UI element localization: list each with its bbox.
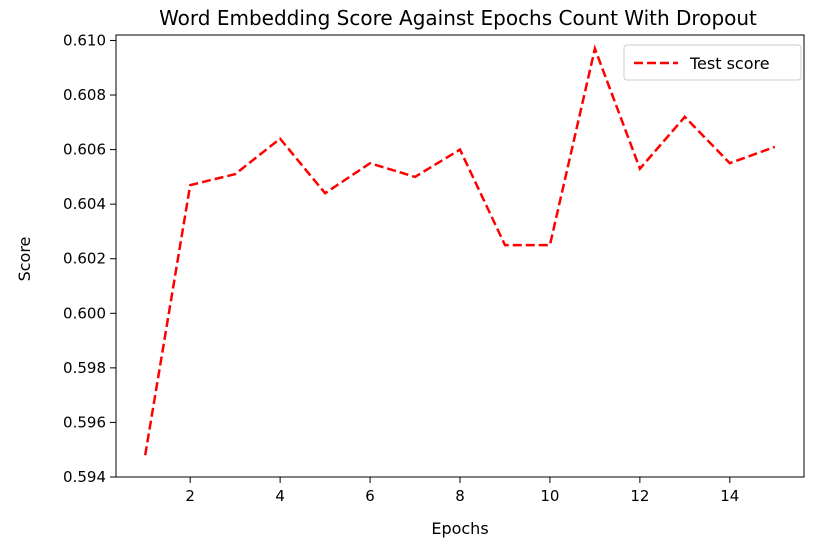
y-tick-label: 0.606 [63, 141, 106, 159]
chart-title: Word Embedding Score Against Epochs Coun… [159, 6, 757, 30]
legend-box [623, 44, 802, 81]
plot-frame [115, 34, 805, 478]
plot-area: 2 4 6 8 10 12 14 0.594 0.596 0.598 0.600 0.602 0.60… [63, 31, 805, 505]
y-tick-label: 0.608 [63, 86, 106, 104]
y-tick-label: 0.598 [63, 359, 106, 377]
y-tick-label: 0.600 [63, 304, 106, 322]
y-axis-ticks: 0.594 0.596 0.598 0.600 0.602 0.604 0.606 0.608… [63, 31, 116, 486]
x-tick-label: 6 [365, 487, 375, 505]
x-axis-ticks: 2 4 6 8 10 12 14 [185, 477, 739, 505]
series-line-test-score [143, 44, 776, 456]
x-tick-label: 2 [185, 487, 195, 505]
y-tick-label: 0.594 [63, 468, 106, 486]
series-group [143, 44, 776, 456]
x-axis-label: Epochs [431, 519, 488, 538]
x-tick-label: 10 [540, 487, 559, 505]
x-tick-label: 8 [455, 487, 465, 505]
y-tick-label: 0.604 [63, 195, 106, 213]
y-tick-label: 0.610 [63, 31, 106, 49]
x-tick-label: 14 [720, 487, 739, 505]
legend-entry-test-score: Test score [689, 54, 770, 73]
y-tick-label: 0.596 [63, 413, 106, 431]
y-axis-label: Score [15, 237, 34, 282]
legend: Test score [623, 44, 802, 81]
x-tick-label: 12 [630, 487, 649, 505]
x-tick-label: 4 [275, 487, 285, 505]
y-tick-label: 0.602 [63, 250, 106, 268]
